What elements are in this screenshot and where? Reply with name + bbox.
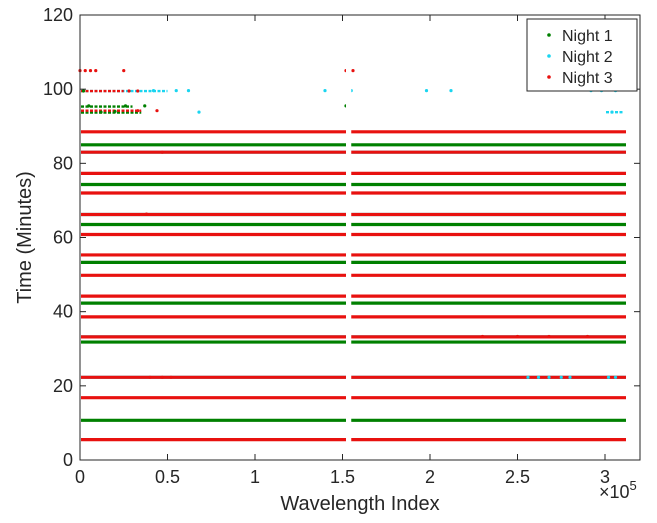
- x-exponent-power: 5: [630, 478, 637, 493]
- y-tick-label: 120: [43, 5, 73, 25]
- y-tick-label: 40: [53, 302, 73, 322]
- legend-marker: [547, 54, 551, 58]
- scatter-point-2: [186, 89, 191, 93]
- x-tick-label: 3: [600, 467, 610, 487]
- legend-label: Night 3: [562, 70, 613, 87]
- scatter-point-3: [585, 334, 590, 339]
- scatter-point-3: [148, 375, 152, 379]
- scatter-point-2: [151, 89, 156, 93]
- scatter-point-2: [613, 375, 618, 379]
- scatter-point-3: [160, 375, 164, 379]
- scatter-point-2: [568, 375, 572, 379]
- scatter-point-3: [515, 334, 520, 339]
- scatter-point-3: [169, 375, 173, 379]
- scatter-point-3: [122, 69, 126, 73]
- y-tick-label: 0: [63, 450, 73, 470]
- scatter-point-3: [351, 69, 355, 73]
- scatter-point-3: [94, 69, 98, 73]
- x-tick-label: 1: [250, 467, 260, 487]
- x-tick-label: 1.5: [330, 467, 355, 487]
- scatter-point-3: [136, 109, 140, 113]
- scatter-point-1: [113, 109, 117, 114]
- scatter-point-3: [83, 69, 87, 73]
- scatter-point-2: [606, 375, 611, 379]
- scatter-point-2: [536, 375, 541, 379]
- wavelength-gap: [346, 16, 352, 459]
- scatter-point-2: [197, 110, 201, 114]
- scatter-point-3: [127, 89, 131, 93]
- scatter-point-1: [123, 104, 128, 108]
- x-exponent-base: ×10: [599, 482, 630, 502]
- scatter-point-1: [87, 104, 91, 108]
- scatter-point-2: [449, 89, 453, 93]
- y-tick-label: 60: [53, 228, 73, 248]
- scatter-point-2: [610, 110, 614, 114]
- scatter-point-1: [143, 104, 147, 108]
- scatter-point-1: [81, 89, 86, 93]
- scatter-point-2: [424, 89, 429, 93]
- y-tick-label: 100: [43, 79, 73, 99]
- scatter-point-3: [480, 334, 485, 339]
- legend-label: Night 2: [562, 49, 613, 66]
- x-axis-label: Wavelength Index: [280, 493, 439, 515]
- scatter-point-3: [160, 150, 164, 154]
- scatter-point-3: [144, 212, 149, 216]
- y-tick-label: 80: [53, 153, 73, 173]
- y-tick-label: 20: [53, 376, 73, 396]
- x-tick-label: 0.5: [155, 467, 180, 487]
- legend-marker: [547, 33, 551, 37]
- scatter-point-2: [547, 375, 551, 379]
- scatter-point-3: [88, 69, 93, 73]
- legend-box: [526, 18, 638, 92]
- y-axis-label: Time (Minutes): [14, 171, 36, 304]
- scatter-point-2: [526, 375, 530, 379]
- y-axis: 0 20 40 60 80 100 120: [43, 5, 640, 470]
- x-tick-label: 2: [425, 467, 435, 487]
- scatter-point-3: [136, 89, 140, 93]
- scatter-point-1: [99, 110, 103, 114]
- scatter-point-2: [174, 89, 178, 93]
- x-axis: 0 0.5 1 1.5 2 2.5 3: [75, 15, 610, 487]
- scatter-point-2: [323, 89, 327, 93]
- x-tick-label: 0: [75, 467, 85, 487]
- scatter-point-2: [559, 375, 563, 379]
- x-tick-label: 2.5: [505, 467, 530, 487]
- x-axis-exponent: ×105: [599, 478, 637, 502]
- scatter-point-3: [547, 334, 551, 339]
- scatter-point-3: [155, 109, 159, 113]
- legend-label: Night 1: [562, 28, 613, 45]
- legend-marker: [547, 75, 551, 79]
- legend: Night 1 Night 2 Night 3: [526, 18, 638, 92]
